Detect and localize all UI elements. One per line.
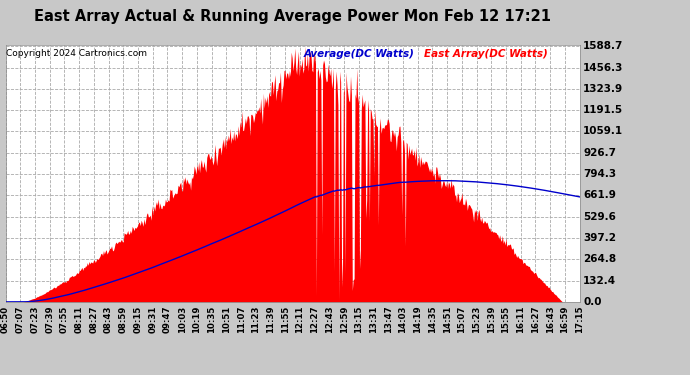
Text: 08:43: 08:43 bbox=[104, 306, 113, 333]
Text: 10:19: 10:19 bbox=[193, 306, 201, 333]
Text: 11:23: 11:23 bbox=[251, 306, 260, 333]
Text: 09:15: 09:15 bbox=[133, 306, 143, 333]
Text: 08:27: 08:27 bbox=[89, 306, 99, 333]
Text: 16:43: 16:43 bbox=[546, 306, 555, 333]
Text: 1456.3: 1456.3 bbox=[583, 63, 624, 73]
Text: 08:59: 08:59 bbox=[119, 306, 128, 333]
Text: 12:59: 12:59 bbox=[339, 306, 348, 333]
Text: 14:51: 14:51 bbox=[442, 306, 452, 333]
Text: East Array(DC Watts): East Array(DC Watts) bbox=[424, 49, 548, 59]
Text: 16:11: 16:11 bbox=[516, 306, 525, 333]
Text: 1588.7: 1588.7 bbox=[583, 41, 624, 51]
Text: 529.6: 529.6 bbox=[583, 211, 616, 222]
Text: Copyright 2024 Cartronics.com: Copyright 2024 Cartronics.com bbox=[6, 49, 146, 58]
Text: 1323.9: 1323.9 bbox=[583, 84, 623, 94]
Text: Average(DC Watts): Average(DC Watts) bbox=[304, 49, 415, 59]
Text: 11:55: 11:55 bbox=[281, 306, 290, 333]
Text: 661.9: 661.9 bbox=[583, 190, 616, 200]
Text: 13:47: 13:47 bbox=[384, 306, 393, 333]
Text: 1191.5: 1191.5 bbox=[583, 105, 623, 115]
Text: 09:31: 09:31 bbox=[148, 306, 157, 333]
Text: 07:23: 07:23 bbox=[30, 306, 39, 333]
Text: 16:59: 16:59 bbox=[560, 306, 569, 333]
Text: 15:07: 15:07 bbox=[457, 306, 466, 333]
Text: 12:27: 12:27 bbox=[310, 306, 319, 333]
Text: 16:27: 16:27 bbox=[531, 306, 540, 333]
Text: 10:35: 10:35 bbox=[207, 306, 216, 333]
Text: 0.0: 0.0 bbox=[583, 297, 602, 307]
Text: 08:11: 08:11 bbox=[75, 306, 83, 333]
Text: 07:07: 07:07 bbox=[16, 306, 25, 333]
Text: 1059.1: 1059.1 bbox=[583, 126, 623, 136]
Text: 14:03: 14:03 bbox=[398, 306, 408, 333]
Text: 14:35: 14:35 bbox=[428, 306, 437, 333]
Text: 264.8: 264.8 bbox=[583, 254, 616, 264]
Text: 15:39: 15:39 bbox=[486, 306, 496, 333]
Text: 13:15: 13:15 bbox=[354, 306, 364, 333]
Text: 11:07: 11:07 bbox=[237, 306, 246, 333]
Text: 13:31: 13:31 bbox=[369, 306, 378, 333]
Text: 926.7: 926.7 bbox=[583, 148, 616, 158]
Text: 397.2: 397.2 bbox=[583, 233, 616, 243]
Text: 794.3: 794.3 bbox=[583, 169, 616, 179]
Text: 07:55: 07:55 bbox=[60, 306, 69, 333]
Text: 09:47: 09:47 bbox=[163, 306, 172, 333]
Text: 07:39: 07:39 bbox=[45, 306, 55, 333]
Text: 14:19: 14:19 bbox=[413, 306, 422, 333]
Text: 06:50: 06:50 bbox=[1, 306, 10, 333]
Text: 10:03: 10:03 bbox=[177, 306, 187, 333]
Text: 15:23: 15:23 bbox=[472, 306, 481, 333]
Text: 15:55: 15:55 bbox=[502, 306, 511, 333]
Text: 12:11: 12:11 bbox=[295, 306, 304, 333]
Text: East Array Actual & Running Average Power Mon Feb 12 17:21: East Array Actual & Running Average Powe… bbox=[34, 9, 551, 24]
Text: 17:15: 17:15 bbox=[575, 306, 584, 333]
Text: 132.4: 132.4 bbox=[583, 276, 616, 286]
Text: 11:39: 11:39 bbox=[266, 306, 275, 333]
Text: 12:43: 12:43 bbox=[325, 306, 334, 333]
Text: 10:51: 10:51 bbox=[221, 306, 231, 333]
